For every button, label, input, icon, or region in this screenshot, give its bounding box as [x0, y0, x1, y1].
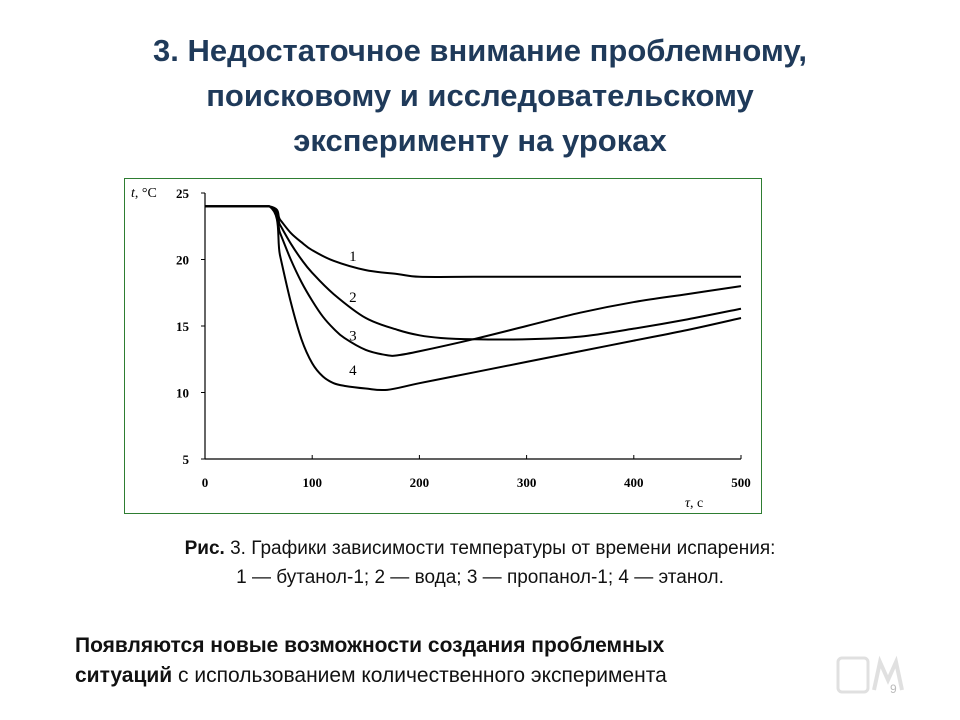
caption-line-2: 1 — бутанол-1; 2 — вода; 3 — пропанол-1;… [236, 567, 724, 588]
series-line-4 [205, 205, 742, 392]
page-number: 9 [890, 682, 897, 696]
x-tick-label: 500 [731, 475, 751, 490]
y-axis-unit: , °C [135, 186, 157, 201]
conclusion-bold-2: ситуаций [75, 664, 173, 687]
title-line-2: поисковому и исследовательскому [206, 78, 754, 113]
y-tick-label: 25 [176, 186, 190, 201]
watermark-logo-icon [836, 655, 904, 694]
slide-title: 3. Недостаточное внимание проблемному, п… [40, 28, 920, 163]
conclusion-bold-1: Появляются новые возможности создания пр… [75, 634, 665, 657]
y-tick-label: 5 [183, 452, 190, 467]
series-line-2 [205, 205, 742, 341]
series-label-4: 4 [349, 363, 357, 379]
y-axis-var: t [131, 186, 136, 201]
x-tick-label: 300 [517, 475, 537, 490]
x-axis-unit: , с [690, 496, 703, 511]
series-line-1 [205, 205, 741, 278]
x-axis-var: τ [685, 496, 691, 511]
conclusion-text: Появляются новые возможности создания пр… [75, 631, 895, 691]
y-axis-label: t, °C [131, 186, 157, 201]
series-label-3: 3 [349, 329, 357, 345]
x-tick-label: 0 [202, 475, 209, 490]
caption-line-1: 3. Графики зависимости температуры от вр… [224, 538, 776, 559]
y-tick-label: 15 [176, 319, 190, 334]
series-label-2: 2 [349, 290, 357, 306]
title-line-3: эксперименту на уроках [293, 123, 667, 158]
chart-ticks: 0 100 200 300 400 500 5 10 15 20 25 [176, 186, 751, 490]
chart-series [205, 205, 742, 392]
title-line-1: 3. Недостаточное внимание проблемному, [153, 33, 807, 68]
chart-series-labels: 1 2 3 4 [349, 249, 357, 379]
figure-caption: Рис. 3. Графики зависимости температуры … [40, 534, 920, 592]
caption-label: Рис. [184, 538, 225, 559]
y-tick-label: 10 [176, 386, 189, 401]
x-tick-label: 400 [624, 475, 644, 490]
x-tick-label: 100 [302, 475, 322, 490]
x-axis-label: τ, с [685, 496, 703, 511]
y-tick-label: 20 [176, 253, 189, 268]
x-tick-label: 200 [410, 475, 430, 490]
series-line-3 [205, 205, 742, 357]
series-label-1: 1 [349, 249, 357, 265]
conclusion-rest: с использованием количественного экспери… [172, 664, 667, 687]
